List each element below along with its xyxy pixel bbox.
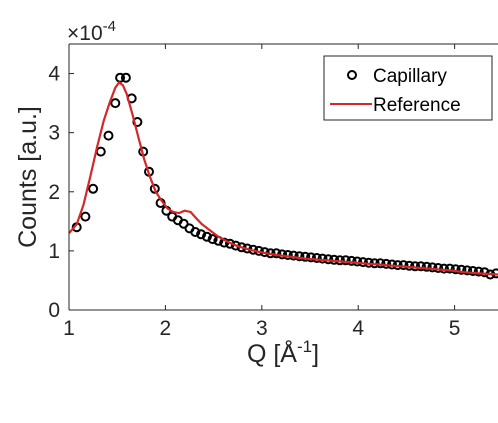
capillary-point <box>375 258 386 269</box>
capillary-point <box>178 218 189 229</box>
capillary-point <box>467 266 478 276</box>
reference-line <box>68 81 498 276</box>
capillary-point <box>473 266 484 277</box>
legend-box <box>323 55 493 121</box>
legend-capillary-label: Capillary <box>373 66 447 87</box>
y-exponent-base: ×10 <box>67 22 103 45</box>
capillary-point <box>190 227 201 237</box>
capillary-point <box>340 255 351 266</box>
y-tick-label: 2 <box>48 181 60 204</box>
capillary-point <box>427 262 438 273</box>
capillary-point <box>115 72 126 83</box>
x-tick-label: 2 <box>160 317 172 340</box>
y-axis-label: Counts [a.u.] <box>14 106 42 248</box>
capillary-point <box>462 265 473 276</box>
x-axis-label-sup: -1 <box>297 337 312 356</box>
data-layer <box>68 72 498 280</box>
capillary-point <box>421 261 432 272</box>
x-tick-label: 1 <box>63 317 75 340</box>
legend-reference-label: Reference <box>373 95 461 116</box>
capillary-point <box>207 234 218 245</box>
capillary-point <box>346 255 357 266</box>
y-tick-label: 3 <box>48 122 60 145</box>
capillary-point <box>201 231 212 242</box>
capillary-point <box>456 264 467 275</box>
y-exponent-power: -4 <box>103 18 116 35</box>
y-tick-label: 0 <box>48 299 60 322</box>
axes-layer <box>68 43 498 311</box>
legend-capillary-marker <box>347 70 357 80</box>
capillary-point <box>415 261 426 272</box>
y-tick-label: 1 <box>48 240 60 263</box>
legend: Capillary Reference <box>323 55 493 121</box>
y-tick-label: 4 <box>48 63 60 86</box>
x-axis-label: Q [Å-1] <box>247 337 319 368</box>
capillary-point <box>306 252 316 263</box>
capillary-point <box>120 72 131 83</box>
capillary-point <box>149 183 160 194</box>
capillary-point <box>444 263 455 274</box>
capillary-point <box>300 251 311 262</box>
x-axis-label-close: ] <box>312 340 319 368</box>
x-tick-label: 3 <box>256 317 268 340</box>
capillary-point <box>80 211 91 222</box>
capillary-point <box>311 253 322 263</box>
capillary-point <box>230 240 241 251</box>
x-tick-label: 5 <box>449 317 461 340</box>
capillary-point <box>196 229 207 240</box>
capillary-point <box>450 264 461 275</box>
y-exponent-label: ×10-4 <box>67 18 116 45</box>
x-axis-label-main: Q [Å <box>247 338 297 368</box>
x-tick-label: 4 <box>352 317 364 340</box>
capillary-point <box>294 251 305 262</box>
capillary-point <box>479 267 490 278</box>
capillary-point <box>88 183 99 194</box>
capillary-point <box>433 263 444 273</box>
capillary-point <box>398 260 409 271</box>
capillary-point <box>110 98 121 109</box>
capillary-point <box>103 130 114 141</box>
